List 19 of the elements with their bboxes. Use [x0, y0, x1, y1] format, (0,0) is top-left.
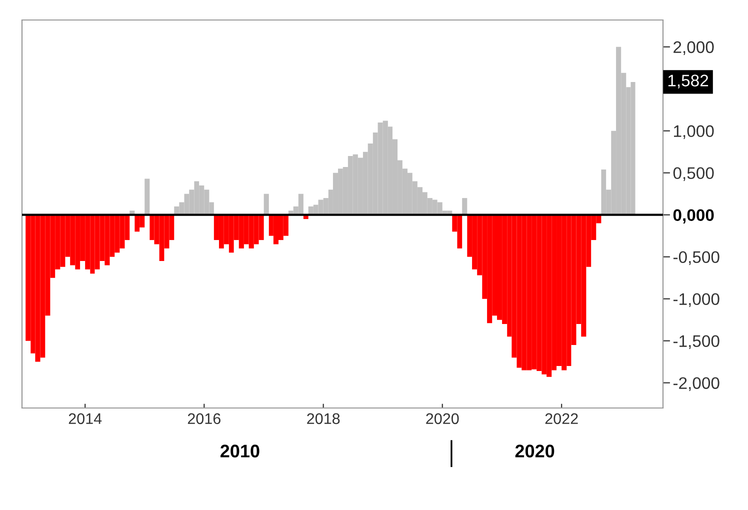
y-tick-label: 0,000	[673, 209, 714, 224]
y-tick-label: 1,000	[674, 125, 714, 140]
y-tick-label: -1,500	[673, 335, 720, 349]
x-tick-label: 2018	[307, 413, 340, 424]
bar	[144, 178, 150, 215]
y-tick-label: 2,000	[674, 41, 714, 56]
x-tick-label: 2014	[68, 413, 102, 424]
y-tick-label: 0,500	[673, 167, 714, 182]
text: 1,582	[668, 74, 708, 88]
x-tick-label: 2022	[545, 413, 578, 424]
text: 2010	[220, 444, 260, 458]
x-tick-label: 2016	[188, 413, 220, 424]
y-tick-label: -1,000	[673, 293, 720, 307]
x-tick-label: 2020	[426, 413, 459, 424]
text: 2020	[515, 444, 554, 458]
bar	[462, 198, 468, 215]
bar	[264, 194, 269, 215]
y-tick-label: -2,000	[673, 377, 720, 391]
y-tick-label: -0,500	[673, 251, 720, 266]
